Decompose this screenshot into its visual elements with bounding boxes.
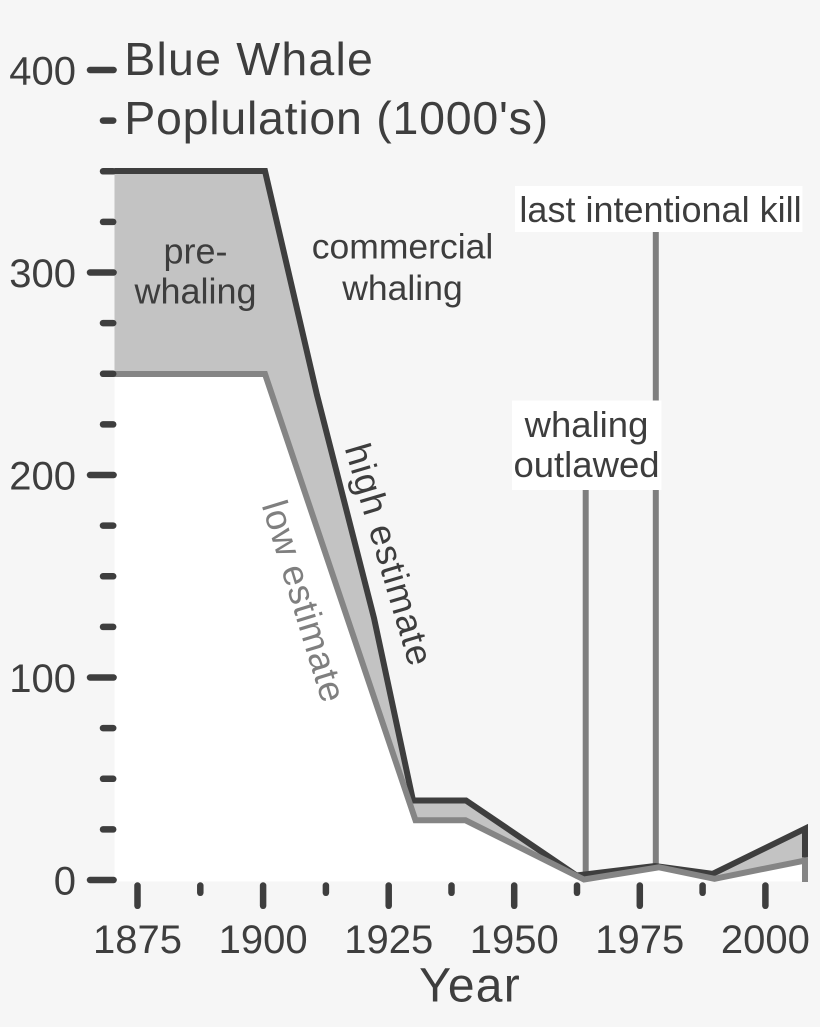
svg-text:0: 0 [54, 860, 76, 904]
svg-text:200: 200 [9, 455, 76, 499]
svg-text:1975: 1975 [595, 918, 684, 962]
svg-text:100: 100 [9, 657, 76, 701]
svg-text:whaling: whaling [341, 268, 462, 308]
svg-text:300: 300 [9, 252, 76, 296]
svg-text:1950: 1950 [470, 918, 559, 962]
svg-text:2000: 2000 [721, 918, 810, 962]
svg-text:Blue Whale: Blue Whale [124, 33, 374, 85]
svg-text:1900: 1900 [219, 918, 308, 962]
svg-text:Poplulation (1000's): Poplulation (1000's) [124, 92, 549, 144]
svg-text:Year: Year [419, 960, 521, 1013]
svg-text:last intentional kill: last intentional kill [519, 189, 801, 230]
svg-text:1925: 1925 [344, 918, 433, 962]
svg-text:commercial: commercial [312, 227, 493, 267]
svg-text:1875: 1875 [93, 918, 182, 962]
svg-text:whaling: whaling [133, 271, 256, 312]
svg-text:400: 400 [9, 50, 76, 94]
svg-text:whaling: whaling [524, 404, 649, 445]
svg-text:outlawed: outlawed [513, 444, 659, 485]
svg-text:pre-: pre- [163, 231, 227, 272]
